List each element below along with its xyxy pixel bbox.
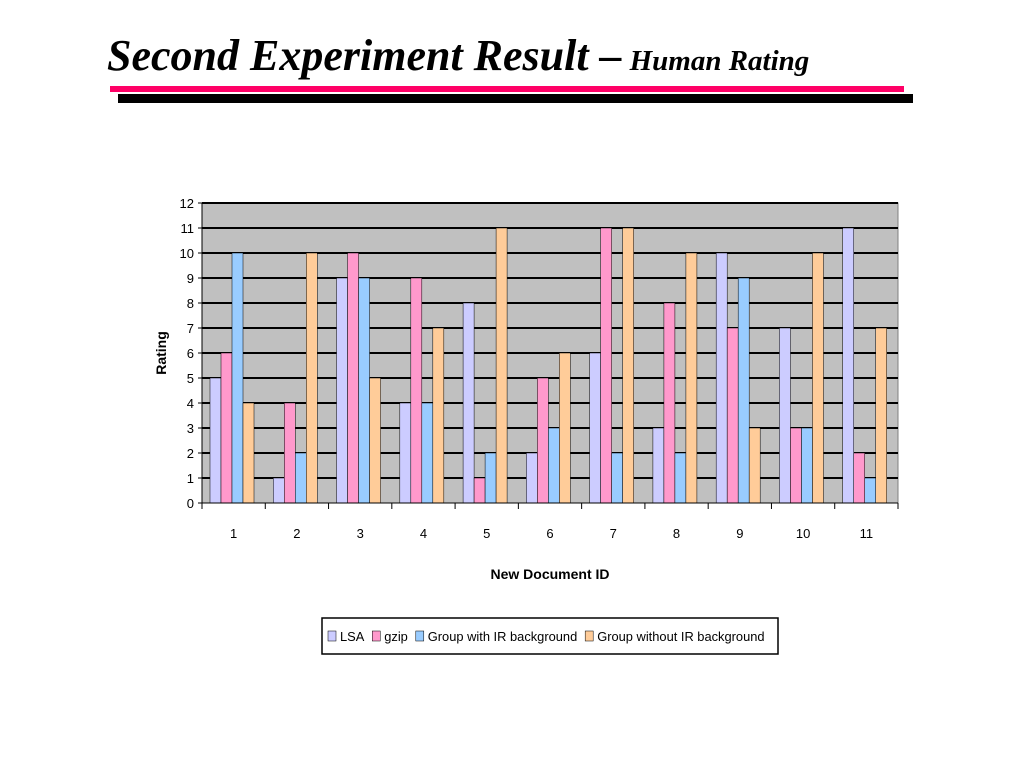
y-tick-label: 7 xyxy=(187,321,194,336)
slide-title: Second Experiment Result – Human Rating xyxy=(107,30,809,81)
title-underline-accent xyxy=(110,86,904,92)
bar xyxy=(462,302,475,504)
x-tick-label: 10 xyxy=(796,526,810,541)
bar xyxy=(663,302,676,504)
legend-swatch xyxy=(415,630,425,642)
bar xyxy=(410,277,423,504)
bar xyxy=(842,227,854,504)
bar xyxy=(812,252,824,504)
y-tick-label: 11 xyxy=(181,221,195,236)
legend-swatch xyxy=(327,630,337,642)
x-tick-label: 8 xyxy=(673,526,680,541)
bar xyxy=(495,227,508,504)
bar xyxy=(748,427,761,504)
bar xyxy=(559,352,571,504)
bar xyxy=(209,377,222,504)
bar xyxy=(526,452,538,504)
bar xyxy=(336,277,348,504)
bar xyxy=(484,452,497,504)
bar xyxy=(652,427,665,504)
y-tick-label: 1 xyxy=(187,471,194,486)
x-tick-label: 1 xyxy=(230,526,237,541)
y-tick-label: 2 xyxy=(187,446,194,461)
bar xyxy=(674,452,687,504)
x-tick-label: 9 xyxy=(736,526,743,541)
x-tick-label: 11 xyxy=(860,526,874,541)
y-tick-label: 0 xyxy=(187,496,194,511)
legend-box xyxy=(321,617,779,655)
y-tick-label: 12 xyxy=(180,196,194,211)
x-tick-label: 5 xyxy=(483,526,490,541)
y-tick-label: 5 xyxy=(187,371,194,386)
bar xyxy=(589,352,601,504)
bar xyxy=(600,227,612,504)
bar xyxy=(864,477,876,504)
bar xyxy=(220,352,233,504)
bar xyxy=(853,452,865,504)
y-tick-label: 10 xyxy=(180,246,194,261)
bar xyxy=(242,402,255,504)
x-tick-label: 3 xyxy=(357,526,364,541)
bar xyxy=(779,327,791,504)
bar xyxy=(737,277,750,504)
bar xyxy=(231,252,244,504)
title-underline-bar xyxy=(118,94,913,103)
legend-swatch xyxy=(584,630,594,642)
bar xyxy=(685,252,698,504)
bar xyxy=(295,452,307,504)
y-tick-label: 3 xyxy=(187,421,194,436)
bar xyxy=(399,402,412,504)
legend-label: Group with IR background xyxy=(428,629,577,644)
y-tick-label: 6 xyxy=(187,346,194,361)
bar xyxy=(421,402,434,504)
bar xyxy=(473,477,486,504)
legend-label: gzip xyxy=(384,629,408,644)
bar xyxy=(726,327,739,504)
x-tick-label: 6 xyxy=(546,526,553,541)
slide-title-sub: Human Rating xyxy=(629,45,810,77)
slide-title-main: Second Experiment Result – xyxy=(107,31,622,80)
y-axis-title: Rating xyxy=(153,331,169,375)
bar xyxy=(801,427,813,504)
y-tick-label: 8 xyxy=(187,296,194,311)
bar xyxy=(875,327,887,504)
bar xyxy=(790,427,802,504)
bar xyxy=(715,252,728,504)
bar xyxy=(369,377,381,504)
bar xyxy=(273,477,285,504)
x-tick-label: 2 xyxy=(293,526,300,541)
bar xyxy=(611,452,623,504)
y-tick-label: 4 xyxy=(187,396,194,411)
bar xyxy=(284,402,296,504)
bar xyxy=(622,227,634,504)
bar xyxy=(537,377,549,504)
bar xyxy=(548,427,560,504)
bar xyxy=(347,252,359,504)
x-axis-title: New Document ID xyxy=(491,566,610,582)
legend-label: Group without IR background xyxy=(597,629,764,644)
legend-swatch xyxy=(371,630,381,642)
bar xyxy=(358,277,370,504)
y-tick-label: 9 xyxy=(187,271,194,286)
x-tick-label: 4 xyxy=(420,526,427,541)
legend-label: LSA xyxy=(340,629,365,644)
bar xyxy=(432,327,445,504)
x-tick-label: 7 xyxy=(610,526,617,541)
bar xyxy=(306,252,318,504)
